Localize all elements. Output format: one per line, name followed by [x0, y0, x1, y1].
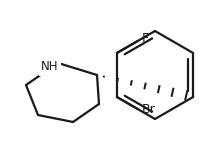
Text: F: F	[142, 32, 149, 45]
Text: NH: NH	[41, 61, 59, 73]
Text: Br: Br	[142, 103, 156, 116]
